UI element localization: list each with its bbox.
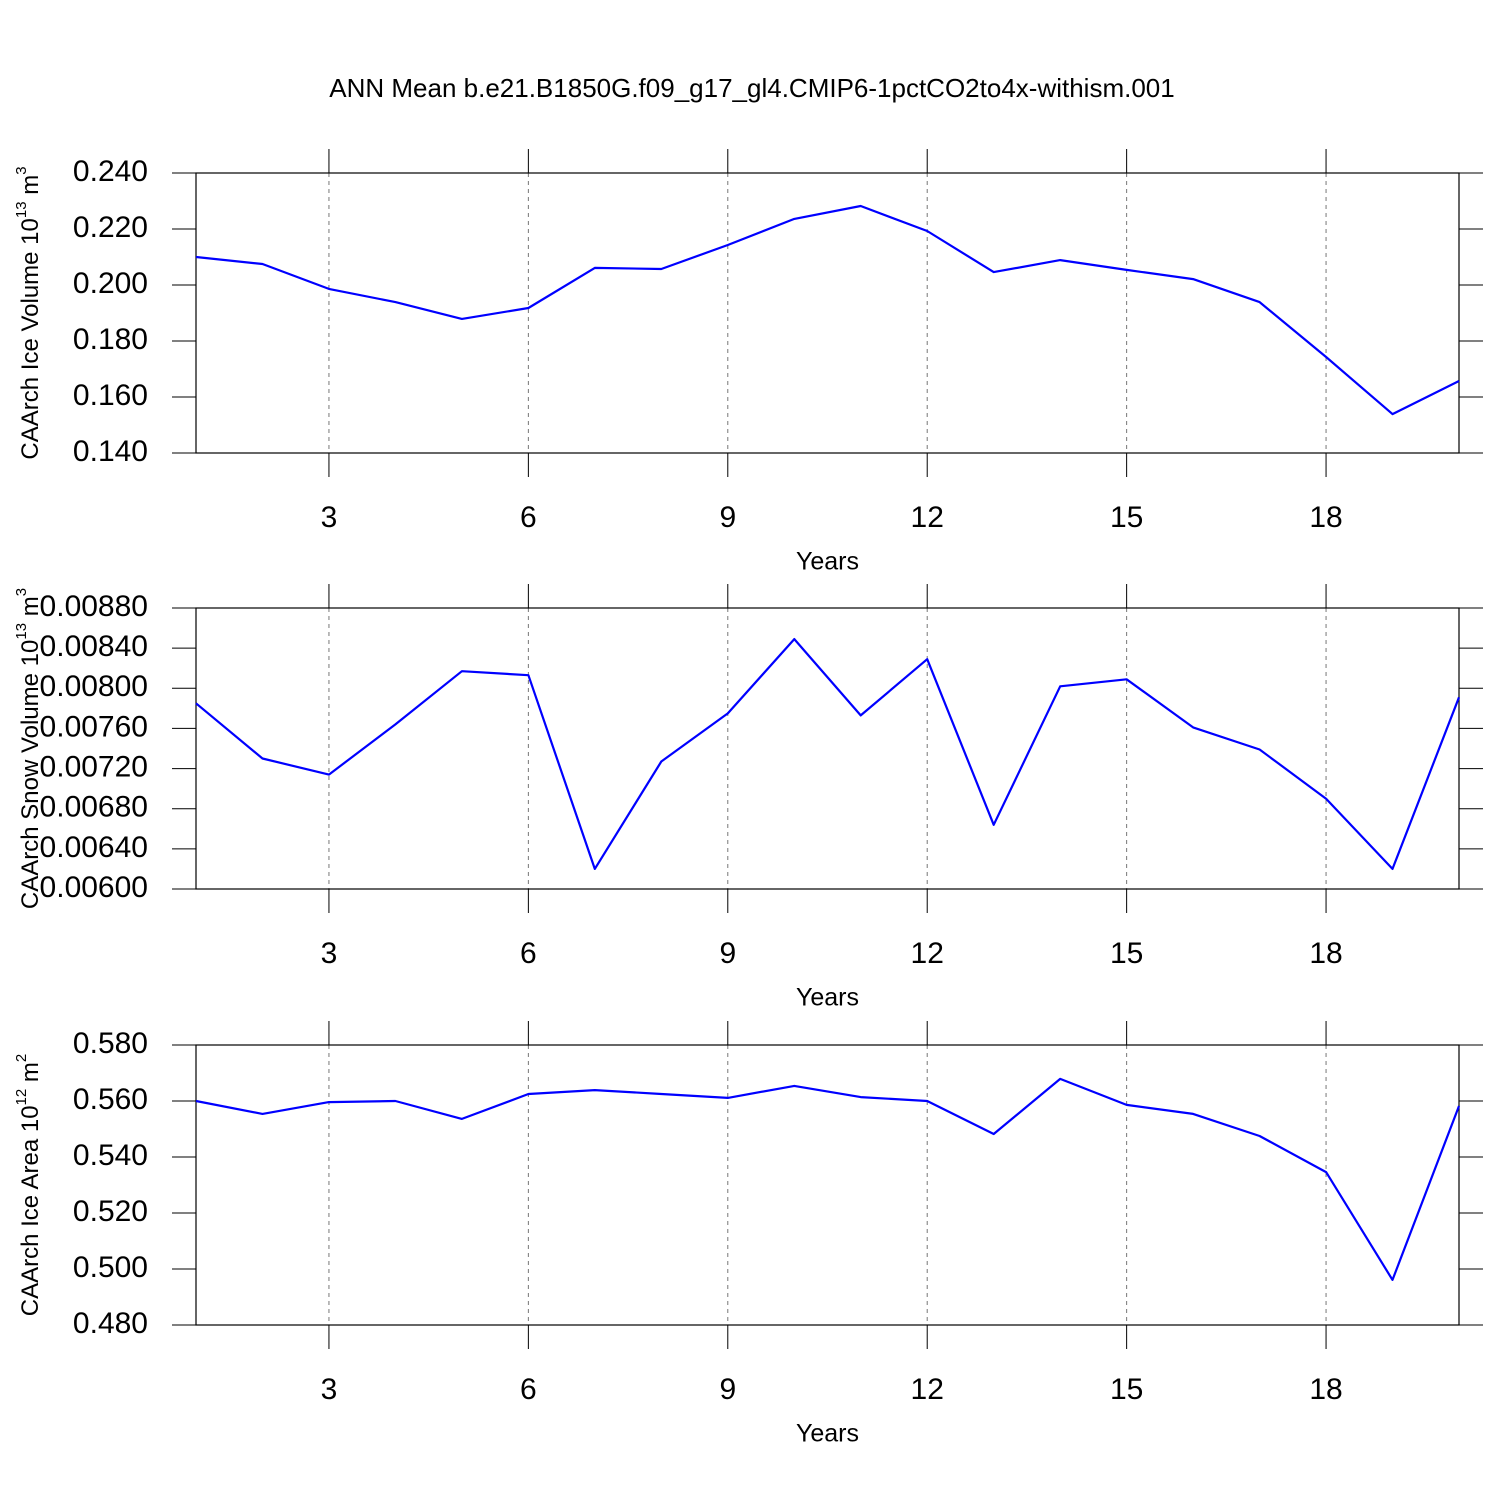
y-axis-label: CAArch Snow Volume 1013 m3 [13, 588, 44, 909]
y-tick-label: 0.240 [73, 155, 148, 188]
y-tick-label: 0.540 [73, 1139, 148, 1172]
y-axis-label-unit: m [17, 596, 44, 623]
x-tick-label: 12 [911, 1373, 944, 1406]
x-tick-label: 3 [321, 501, 338, 534]
y-tick-label: 0.500 [73, 1251, 148, 1284]
data-line [195, 1077, 1461, 1281]
y-tick-label: 0.200 [73, 267, 148, 300]
y-axis-label-text: CAArch Snow Volume 10 [17, 640, 44, 909]
y-axis-label: CAArch Ice Volume 1013 m3 [13, 166, 44, 459]
y-axis-label: CAArch Ice Area 1012 m2 [13, 1054, 44, 1316]
x-tick-label: 15 [1110, 501, 1143, 534]
y-axis-label-exp: 13 [13, 201, 30, 218]
y-tick-label: 0.00720 [40, 750, 148, 783]
y-axis-label-unit: m [17, 1062, 44, 1089]
y-tick-label: 0.00640 [40, 831, 148, 864]
x-tick-label: 6 [520, 1373, 537, 1406]
y-axis-label-unit: m [17, 175, 44, 202]
x-tick-label: 12 [911, 501, 944, 534]
y-tick-label: 0.160 [73, 379, 148, 412]
y-axis-label-text: CAArch Ice Area 10 [17, 1105, 44, 1316]
y-tick-label: 0.00680 [40, 791, 148, 824]
data-line [195, 204, 1460, 416]
x-tick-label: 6 [520, 501, 537, 534]
plot-frame [195, 172, 1460, 454]
y-axis-label-exp: 13 [13, 623, 30, 640]
x-axis-label: Years [796, 1420, 859, 1448]
y-tick-label: 0.00880 [40, 590, 148, 623]
y-axis-label-exp: 12 [13, 1089, 30, 1106]
y-tick-label: 0.00760 [40, 710, 148, 743]
x-axis-label: Years [796, 548, 859, 576]
x-tick-label: 9 [719, 1373, 736, 1406]
y-tick-label: 0.220 [73, 211, 148, 244]
x-tick-label: 15 [1110, 1373, 1143, 1406]
y-tick-label: 0.560 [73, 1083, 148, 1116]
plot-frame [195, 607, 1460, 890]
x-tick-label: 9 [719, 937, 736, 970]
y-tick-label: 0.180 [73, 323, 148, 356]
x-tick-label: 6 [520, 937, 537, 970]
x-tick-label: 18 [1309, 1373, 1342, 1406]
y-axis-label-unit-exp: 2 [13, 1054, 30, 1062]
y-tick-label: 0.00600 [40, 871, 148, 904]
x-axis-label: Years [796, 984, 859, 1012]
x-tick-label: 18 [1309, 501, 1342, 534]
y-tick-label: 0.520 [73, 1195, 148, 1228]
y-tick-label: 0.480 [73, 1307, 148, 1340]
y-axis-label-unit-exp: 3 [13, 588, 30, 596]
x-tick-label: 15 [1110, 937, 1143, 970]
y-tick-label: 0.00840 [40, 630, 148, 663]
y-axis-label-unit-exp: 3 [13, 166, 30, 174]
y-tick-label: 0.580 [73, 1027, 148, 1060]
chart-title: ANN Mean b.e21.B1850G.f09_g17_gl4.CMIP6-… [329, 73, 1174, 103]
x-tick-label: 3 [321, 937, 338, 970]
x-tick-label: 3 [321, 1373, 338, 1406]
x-tick-label: 9 [719, 501, 736, 534]
y-tick-label: 0.00800 [40, 670, 148, 703]
x-tick-label: 12 [911, 937, 944, 970]
y-tick-label: 0.140 [73, 435, 148, 468]
plot-frame [195, 1044, 1460, 1326]
data-line [195, 638, 1461, 870]
x-tick-label: 18 [1309, 937, 1342, 970]
y-axis-label-text: CAArch Ice Volume 10 [17, 218, 44, 459]
